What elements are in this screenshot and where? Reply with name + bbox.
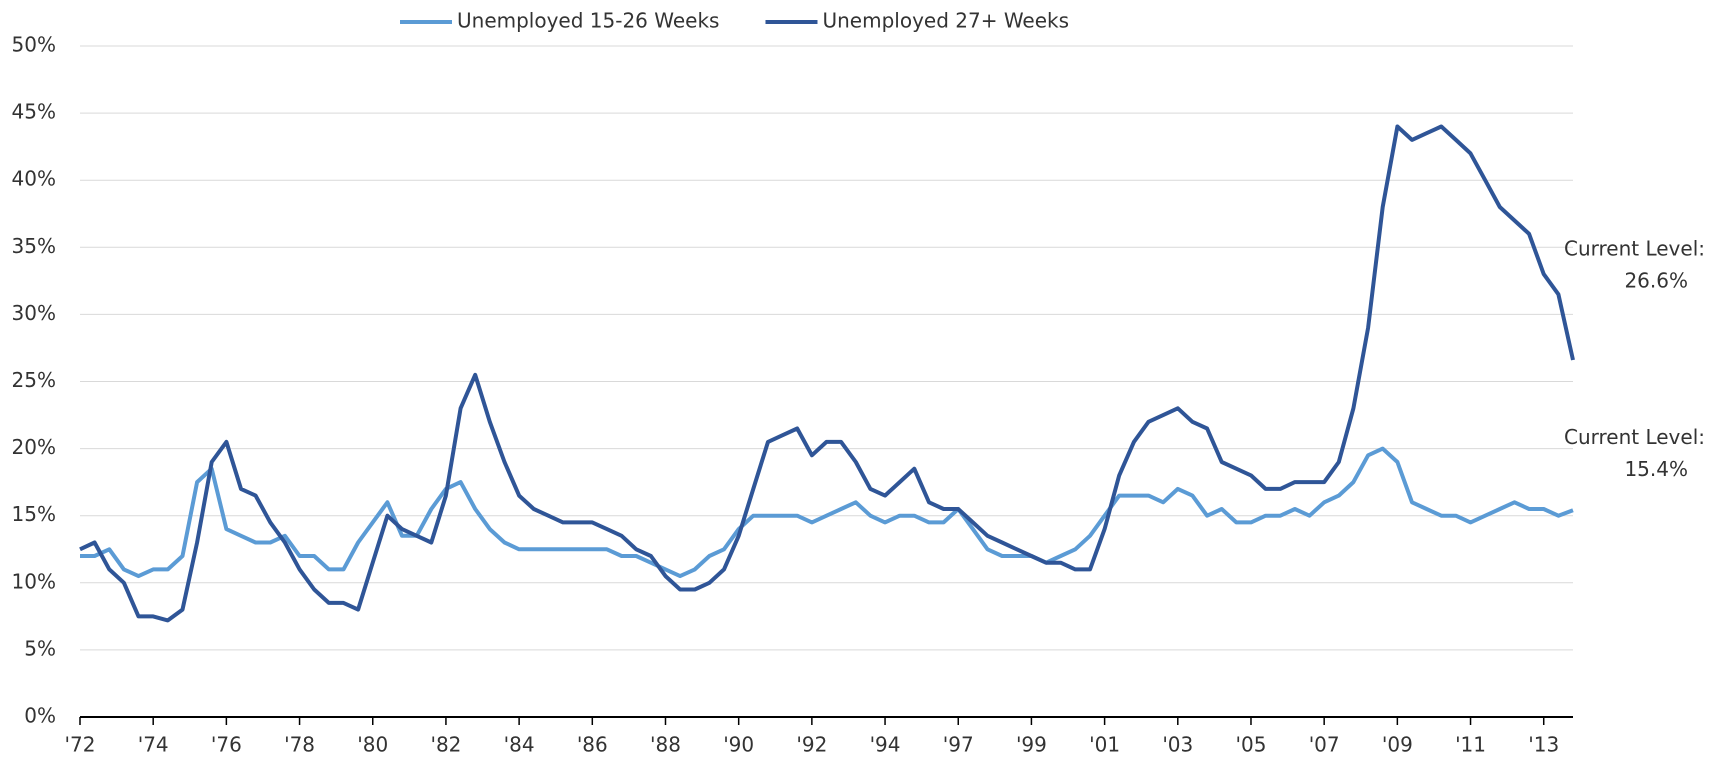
x-tick-label: '07 <box>1309 733 1340 757</box>
x-tick-label: '72 <box>65 733 96 757</box>
y-tick-label: 15% <box>12 502 56 526</box>
x-tick-label: '90 <box>723 733 754 757</box>
annotation: 15.4% <box>1624 457 1688 481</box>
y-tick-label: 20% <box>12 435 56 459</box>
y-tick-label: 45% <box>12 100 56 124</box>
x-tick-label: '82 <box>430 733 461 757</box>
y-tick-label: 10% <box>12 569 56 593</box>
data-line <box>80 446 1574 579</box>
x-tick-label: '80 <box>357 733 388 757</box>
x-tick-label: '94 <box>870 733 901 757</box>
x-tick-label: '99 <box>1016 733 1047 757</box>
y-tick-label: 25% <box>12 368 56 392</box>
legend-label: Unemployed 15-26 Weeks <box>457 9 719 33</box>
x-tick-label: '11 <box>1455 733 1486 757</box>
x-tick-label: '88 <box>650 733 681 757</box>
annotation: Current Level: <box>1564 237 1705 261</box>
x-tick-label: '09 <box>1382 733 1413 757</box>
x-tick-label: '97 <box>943 733 974 757</box>
x-tick-label: '13 <box>1528 733 1559 757</box>
legend-label: Unemployed 27+ Weeks <box>822 9 1069 33</box>
data-line <box>79 124 1575 623</box>
x-tick-label: '01 <box>1089 733 1120 757</box>
x-tick-label: '76 <box>211 733 242 757</box>
x-tick-label: '05 <box>1236 733 1267 757</box>
x-tick-label: '78 <box>284 733 315 757</box>
annotation: Current Level: <box>1564 425 1705 449</box>
y-tick-label: 0% <box>24 704 56 728</box>
y-tick-label: 50% <box>12 33 56 57</box>
y-tick-label: 30% <box>12 301 56 325</box>
x-tick-label: '03 <box>1162 733 1193 757</box>
x-tick-label: '92 <box>796 733 827 757</box>
y-tick-label: 35% <box>12 234 56 258</box>
annotation: 26.6% <box>1624 269 1688 293</box>
y-tick-label: 5% <box>24 636 56 660</box>
y-tick-label: 40% <box>12 167 56 191</box>
x-tick-label: '84 <box>504 733 535 757</box>
x-tick-label: '86 <box>577 733 608 757</box>
x-tick-label: '74 <box>138 733 169 757</box>
